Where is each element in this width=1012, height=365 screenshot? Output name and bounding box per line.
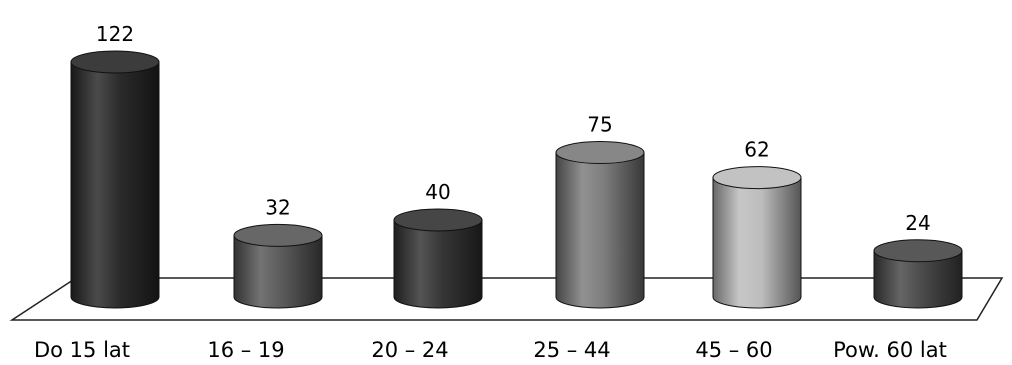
bar-body-6 — [873, 250, 963, 309]
bar-body-4 — [555, 152, 645, 309]
value-labels-layer: 122 32 40 75 62 24 — [96, 22, 931, 235]
category-label-1: Do 15 lat — [34, 338, 130, 362]
bar-3 — [393, 208, 483, 309]
bar-top-4 — [555, 141, 645, 165]
category-label-2: 16 – 19 — [207, 338, 284, 362]
category-label-4: 25 – 44 — [533, 338, 610, 362]
bar-top-2 — [233, 223, 323, 247]
bar-2 — [233, 223, 323, 309]
data-label-5: 62 — [744, 138, 769, 162]
bar-body-1 — [70, 61, 160, 309]
bar-body-3 — [393, 219, 483, 309]
data-label-1: 122 — [96, 22, 134, 46]
bar-body-5 — [712, 177, 802, 309]
category-label-5: 45 – 60 — [695, 338, 772, 362]
chart-floor — [9, 277, 1004, 321]
bar-top-6 — [873, 239, 963, 263]
data-label-2: 32 — [265, 195, 290, 219]
bar-body-2 — [233, 234, 323, 309]
bars-layer — [70, 50, 963, 309]
bar-top-5 — [712, 166, 802, 190]
bar-5 — [712, 166, 802, 309]
bar-4 — [555, 141, 645, 309]
bar-1 — [70, 50, 160, 309]
bar-top-1 — [70, 50, 160, 74]
data-label-6: 24 — [905, 211, 930, 235]
data-label-4: 75 — [587, 113, 612, 137]
category-labels-layer: Do 15 lat 16 – 19 20 – 24 25 – 44 45 – 60 Pow… — [34, 338, 947, 362]
bar-top-3 — [393, 208, 483, 232]
category-label-3: 20 – 24 — [371, 338, 448, 362]
bar-6 — [873, 239, 963, 309]
category-label-6: Pow. 60 lat — [833, 338, 947, 362]
data-label-3: 40 — [425, 180, 450, 204]
